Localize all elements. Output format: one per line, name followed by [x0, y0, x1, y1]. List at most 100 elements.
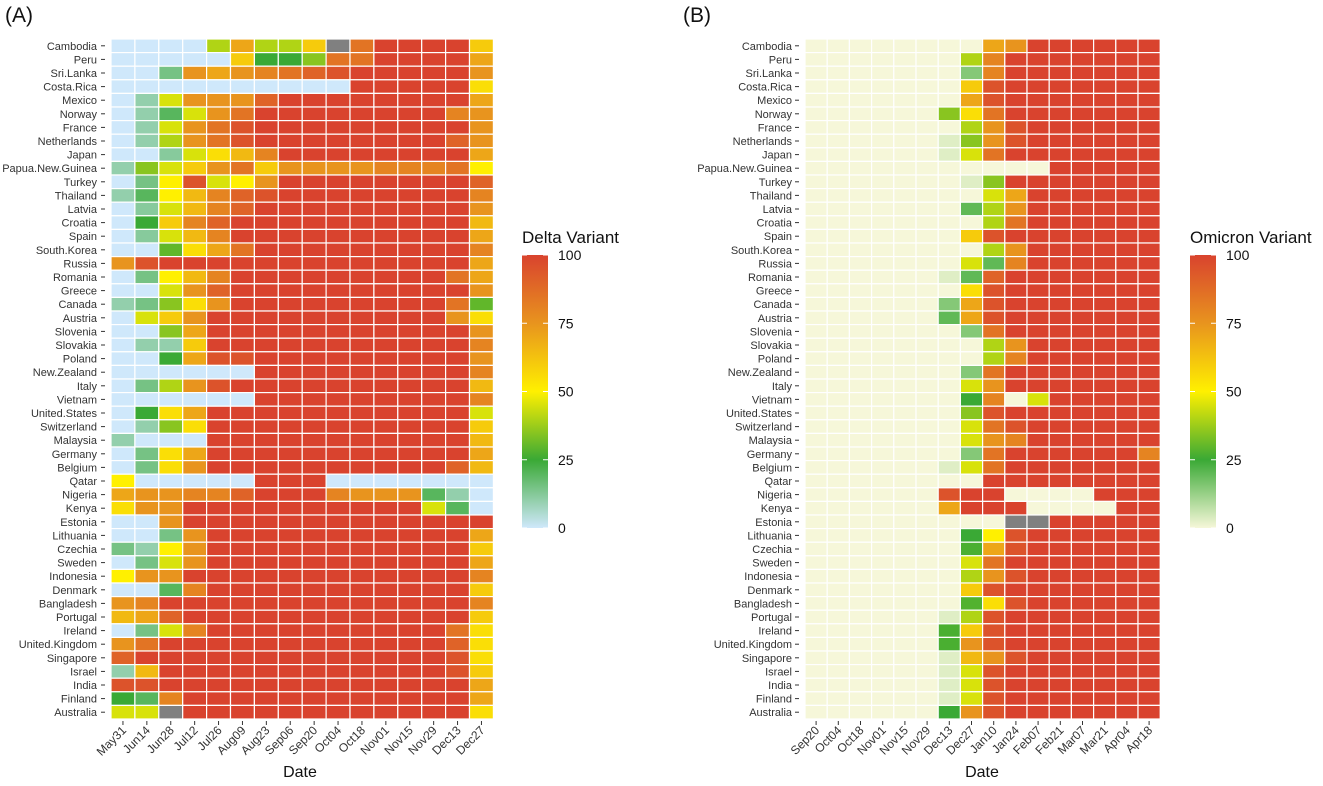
heatmap-cell [804, 595, 828, 611]
y-tick-label: Spain [764, 231, 792, 243]
heatmap-cell [1070, 609, 1095, 625]
heatmap-cell [349, 269, 375, 285]
heatmap-cell [893, 296, 917, 312]
heatmap-cell [848, 650, 873, 666]
heatmap-cell [134, 38, 160, 54]
heatmap-cell [1026, 663, 1050, 679]
heatmap-cell [325, 228, 351, 244]
heatmap-cell [277, 487, 303, 502]
heatmap-cell [277, 364, 303, 380]
heatmap-cell [804, 296, 828, 312]
heatmap-cell [134, 147, 160, 163]
heatmap-cell [421, 38, 447, 54]
y-tick-label: Kenya [761, 503, 793, 515]
heatmap-cell [1115, 351, 1139, 366]
heatmap-cell [134, 446, 160, 462]
heatmap-cell [349, 188, 375, 203]
heatmap-cell [826, 160, 851, 176]
heatmap-cell [421, 296, 447, 312]
y-tick-label: Sweden [752, 558, 792, 570]
heatmap-cell [1026, 473, 1050, 489]
heatmap-cell [826, 310, 851, 326]
heatmap-cell [804, 419, 828, 434]
heatmap-cell [373, 106, 399, 122]
heatmap-cell [421, 514, 447, 530]
heatmap-cell [915, 337, 939, 353]
heatmap-cell [1115, 269, 1139, 285]
heatmap-cell [870, 405, 895, 421]
heatmap-cell [421, 256, 447, 271]
heatmap-cell [325, 256, 351, 271]
heatmap-cell [110, 582, 136, 598]
heatmap-cell [1048, 500, 1072, 516]
heatmap-cell [325, 527, 351, 543]
heatmap-cell [253, 324, 279, 339]
heatmap-cell [1115, 650, 1139, 666]
heatmap-cell [110, 215, 136, 231]
heatmap-cell [804, 460, 828, 475]
heatmap-cell [959, 38, 984, 54]
heatmap-cell [229, 65, 255, 81]
heatmap-cell [1137, 188, 1161, 203]
heatmap-cell [1048, 283, 1072, 298]
heatmap-cell [445, 364, 471, 380]
heatmap-cell [445, 269, 471, 285]
heatmap-cell [373, 283, 399, 298]
heatmap-cell [421, 473, 447, 489]
heatmap-cell [1048, 432, 1072, 448]
heatmap-cell [301, 527, 327, 543]
y-tick-label: France [758, 122, 792, 134]
heatmap-cell [1026, 215, 1050, 231]
heatmap-cell [937, 541, 962, 557]
heatmap-cell [277, 201, 303, 217]
heatmap-cell [870, 65, 895, 81]
x-tick-label: Jun28 [144, 723, 177, 756]
heatmap-cell [1004, 242, 1028, 258]
y-tick-label: Cambodia [742, 41, 793, 53]
heatmap-cell [349, 582, 375, 598]
heatmap-cell [981, 500, 1006, 516]
heatmap-cell [301, 79, 327, 95]
heatmap-cell [1026, 174, 1050, 190]
heatmap-cell [325, 106, 351, 122]
heatmap-cell [937, 691, 962, 706]
heatmap-cell [421, 527, 447, 543]
heatmap-cell [1004, 595, 1028, 611]
heatmap-cell [1092, 405, 1117, 421]
heatmap-cell [349, 65, 375, 81]
heatmap-cell [110, 79, 136, 95]
heatmap-cell [848, 392, 873, 407]
heatmap-cell [915, 106, 939, 122]
heatmap-cell [373, 215, 399, 231]
heatmap-cell [848, 256, 873, 271]
heatmap-cell [1048, 446, 1072, 462]
heatmap-cell [229, 364, 255, 380]
heatmap-cell [301, 147, 327, 163]
heatmap-cell [134, 514, 160, 530]
heatmap-cell [870, 378, 895, 394]
heatmap-cell [1092, 147, 1117, 163]
heatmap-cell [229, 378, 255, 394]
heatmap-cell [1137, 582, 1161, 598]
heatmap-cell [468, 568, 494, 584]
heatmap-cell [826, 568, 851, 584]
heatmap-cell [468, 487, 494, 502]
heatmap-cell [937, 351, 962, 366]
heatmap-cell [1070, 51, 1095, 67]
heatmap-cell [1070, 119, 1095, 135]
heatmap-cell [229, 691, 255, 706]
heatmap-cell [1137, 704, 1161, 720]
heatmap-cell [826, 65, 851, 81]
heatmap-cell [915, 609, 939, 625]
heatmap-cell [229, 242, 255, 258]
heatmap-cell [1137, 473, 1161, 489]
heatmap-cell [1092, 378, 1117, 394]
heatmap-cell [301, 364, 327, 380]
heatmap-cell [325, 623, 351, 638]
heatmap-cell [804, 500, 828, 516]
heatmap-cell [134, 555, 160, 570]
heatmap-cell [397, 582, 423, 598]
heatmap-cell [349, 242, 375, 258]
heatmap-cell [1070, 595, 1095, 611]
heatmap-cell [1092, 296, 1117, 312]
